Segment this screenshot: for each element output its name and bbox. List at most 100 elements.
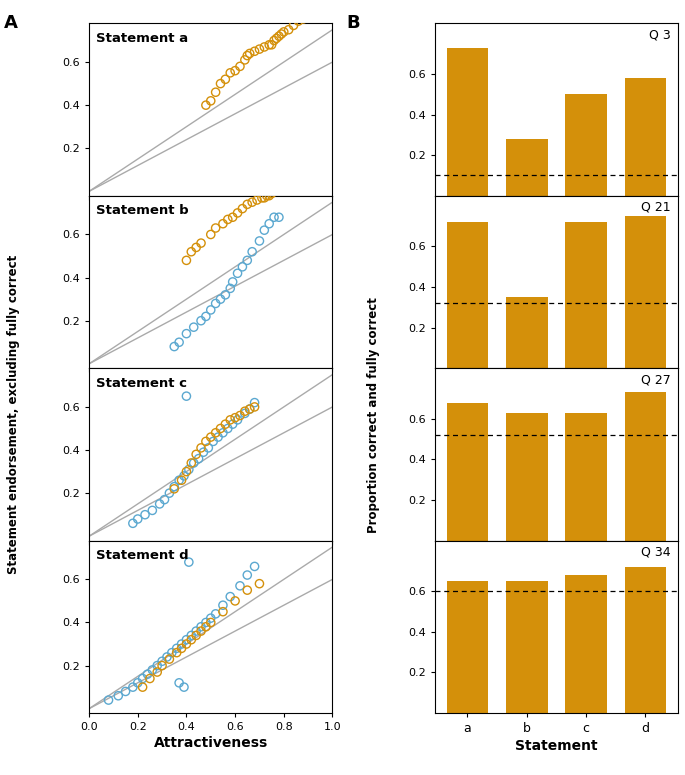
Point bbox=[201, 616, 212, 629]
Point bbox=[184, 463, 195, 476]
Point bbox=[259, 191, 270, 204]
Point bbox=[206, 616, 216, 629]
Point bbox=[215, 422, 226, 435]
Point bbox=[208, 436, 219, 448]
Point bbox=[229, 64, 240, 77]
Point bbox=[181, 465, 192, 477]
Point bbox=[245, 403, 256, 415]
Point bbox=[237, 202, 248, 215]
Point bbox=[264, 189, 275, 202]
Point bbox=[225, 414, 236, 426]
Point bbox=[249, 560, 260, 573]
Point bbox=[227, 276, 238, 288]
Point bbox=[217, 599, 228, 611]
Point bbox=[232, 267, 243, 280]
Point bbox=[254, 43, 265, 55]
Point bbox=[217, 605, 228, 618]
Point bbox=[215, 78, 226, 90]
Point bbox=[103, 694, 114, 706]
Point bbox=[147, 505, 158, 517]
Point bbox=[137, 681, 148, 694]
Point bbox=[234, 409, 245, 422]
Point bbox=[223, 213, 234, 226]
Text: Q 34: Q 34 bbox=[641, 546, 671, 559]
Point bbox=[271, 32, 282, 44]
Point bbox=[217, 426, 228, 439]
Point bbox=[237, 260, 248, 273]
Point bbox=[206, 431, 216, 443]
Bar bbox=[506, 581, 547, 713]
Point bbox=[276, 28, 287, 40]
Point bbox=[273, 30, 284, 43]
Point bbox=[195, 237, 206, 250]
Point bbox=[132, 513, 143, 525]
Point bbox=[198, 446, 209, 458]
Text: Q 21: Q 21 bbox=[641, 201, 671, 214]
Point bbox=[140, 508, 151, 521]
Point bbox=[162, 651, 173, 663]
Point bbox=[176, 474, 187, 487]
Point bbox=[269, 211, 279, 223]
Point bbox=[254, 577, 265, 590]
Bar bbox=[506, 297, 547, 368]
Bar bbox=[625, 567, 667, 713]
Point bbox=[298, 12, 309, 25]
Point bbox=[234, 60, 245, 73]
Point bbox=[190, 241, 201, 253]
Point bbox=[190, 625, 201, 637]
Text: Proportion correct and fully correct: Proportion correct and fully correct bbox=[367, 297, 379, 532]
Point bbox=[190, 448, 201, 460]
Point bbox=[195, 621, 206, 633]
Point bbox=[225, 591, 236, 603]
Point bbox=[232, 207, 243, 219]
Text: Statement b: Statement b bbox=[97, 205, 189, 217]
Point bbox=[249, 397, 260, 409]
Point bbox=[232, 414, 243, 426]
Point bbox=[256, 191, 267, 204]
Point bbox=[195, 315, 206, 327]
Point bbox=[251, 194, 262, 206]
Point bbox=[181, 328, 192, 340]
Bar bbox=[506, 139, 547, 195]
Bar bbox=[565, 413, 607, 541]
Point bbox=[266, 39, 277, 51]
Point bbox=[210, 608, 221, 620]
Point bbox=[181, 390, 192, 402]
Point bbox=[308, 4, 319, 16]
X-axis label: Statement: Statement bbox=[515, 739, 598, 753]
Point bbox=[152, 660, 163, 672]
Point bbox=[169, 480, 179, 493]
Point bbox=[206, 304, 216, 316]
Point bbox=[249, 45, 260, 57]
Point bbox=[242, 254, 253, 267]
Point bbox=[164, 653, 175, 665]
Point bbox=[220, 73, 231, 85]
Point bbox=[259, 224, 270, 236]
Point bbox=[220, 288, 231, 301]
Point bbox=[147, 663, 158, 676]
Text: Q 27: Q 27 bbox=[641, 374, 671, 386]
Point bbox=[164, 487, 175, 499]
Point bbox=[245, 403, 256, 415]
Point bbox=[171, 646, 182, 659]
Point bbox=[227, 418, 238, 430]
Point bbox=[171, 642, 182, 655]
Text: Statement a: Statement a bbox=[97, 32, 188, 45]
Point bbox=[193, 453, 204, 465]
Point bbox=[137, 673, 148, 685]
Bar bbox=[447, 222, 488, 368]
Point bbox=[120, 685, 131, 698]
Text: A: A bbox=[3, 14, 17, 32]
Point bbox=[206, 229, 216, 241]
Bar bbox=[625, 392, 667, 541]
Bar bbox=[565, 575, 607, 713]
Text: Statement c: Statement c bbox=[97, 377, 188, 390]
Point bbox=[173, 336, 184, 349]
Text: Statement d: Statement d bbox=[97, 549, 189, 562]
Point bbox=[242, 569, 253, 581]
Point bbox=[201, 99, 212, 112]
Point bbox=[229, 412, 240, 424]
Point bbox=[212, 431, 223, 443]
Point bbox=[184, 556, 195, 568]
Point bbox=[201, 436, 212, 448]
